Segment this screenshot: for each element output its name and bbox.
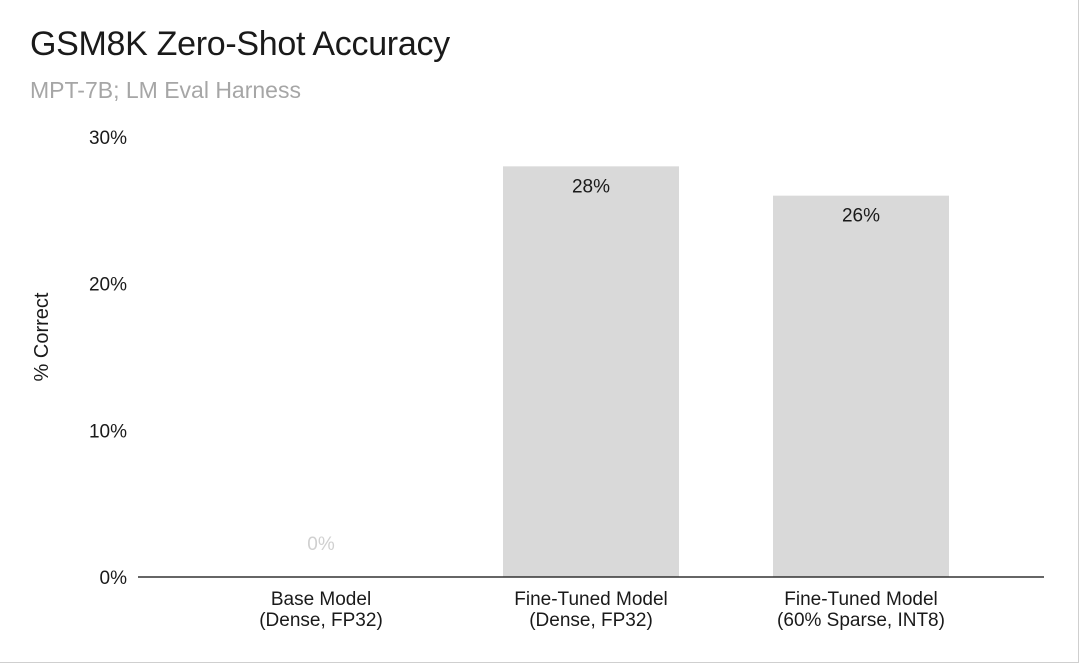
data-label: 26% <box>842 206 880 227</box>
x-category-label: (Dense, FP32) <box>259 610 383 631</box>
x-category-label: Fine-Tuned Model <box>514 589 667 610</box>
chart-subtitle: MPT-7B; LM Eval Harness <box>30 77 301 103</box>
data-label: 28% <box>572 176 610 197</box>
x-category-label: (Dense, FP32) <box>529 610 653 631</box>
x-category-label: (60% Sparse, INT8) <box>777 610 945 631</box>
y-tick-label: 0% <box>100 568 128 589</box>
bar <box>773 195 949 577</box>
x-category-label: Base Model <box>271 589 371 610</box>
y-tick-label: 20% <box>89 275 127 296</box>
chart-title: GSM8K Zero-Shot Accuracy <box>30 25 450 63</box>
bar <box>503 166 679 578</box>
x-category-label: Fine-Tuned Model <box>784 589 937 610</box>
y-tick-label: 10% <box>89 421 127 442</box>
y-axis-label: % Correct <box>31 292 53 381</box>
data-label: 0% <box>307 534 335 555</box>
y-tick-label: 30% <box>89 128 127 149</box>
